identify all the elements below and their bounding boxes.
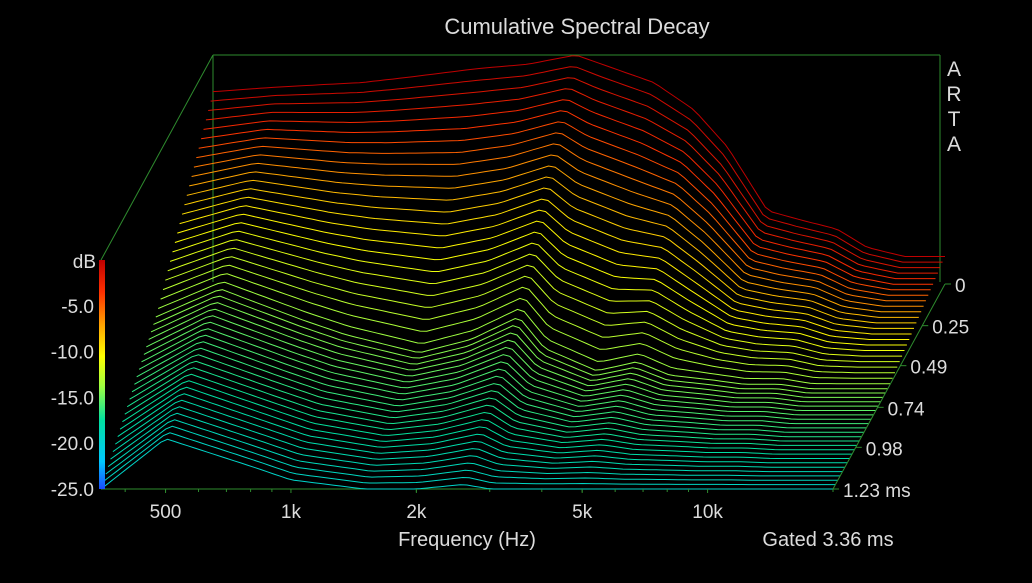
watermark-letter: A	[947, 133, 961, 156]
y-tick-label: -20.0	[51, 434, 94, 455]
decay-slice-line	[103, 432, 836, 486]
z-tick-label: 0.74	[888, 399, 925, 420]
decay-slice-line	[138, 334, 872, 420]
decay-slice-line	[205, 88, 938, 274]
decay-slice-line	[198, 121, 931, 291]
z-tick-label: 0.49	[910, 358, 947, 379]
decay-slice-line	[115, 399, 848, 464]
decay-slice-line	[146, 315, 879, 407]
watermark-letter: A	[947, 58, 961, 81]
y-tick-label: -25.0	[51, 480, 94, 501]
decay-slice-line	[174, 222, 907, 346]
decay-slice-line	[193, 143, 926, 302]
watermark-letter: T	[948, 108, 961, 131]
decay-slice-line	[172, 230, 905, 351]
decay-slice-line	[122, 380, 855, 451]
decay-slice-line	[167, 247, 900, 363]
decay-slice-line	[143, 321, 876, 411]
decay-slice-line	[131, 354, 864, 433]
decay-slice-line	[112, 406, 845, 468]
decay-slice-line	[203, 99, 936, 280]
x-tick-label: 10k	[692, 502, 723, 523]
y-tick-label: -5.0	[61, 297, 94, 318]
frame-right-depth	[832, 283, 946, 490]
decay-slice-line	[124, 373, 857, 446]
y-ticks: -5.0 -10.0 -15.0 -20.0 -25.0	[51, 297, 94, 501]
decay-slice-line	[162, 264, 895, 374]
decay-slice-line	[148, 308, 881, 403]
x-ticks: 500 1k 2k 5k 10k	[124, 489, 834, 523]
x-tick-label: 1k	[281, 502, 302, 523]
z-tick-label: 0	[955, 276, 966, 297]
decay-slice-line	[169, 239, 903, 357]
decay-slice-line	[165, 256, 898, 368]
decay-slice-line	[129, 360, 862, 438]
decay-slice-line	[196, 132, 929, 296]
y-tick-label: -15.0	[51, 388, 94, 409]
decay-slice-line	[150, 302, 883, 398]
decay-slice-line	[160, 273, 893, 379]
decay-slice-line	[153, 295, 886, 394]
waterfall-slices	[100, 55, 945, 490]
decay-slice-line	[126, 367, 860, 442]
z-ticks: 0 0.25 0.49 0.74 0.98 1.23 ms	[832, 276, 969, 502]
gated-note: Gated 3.36 ms	[762, 529, 893, 551]
decay-slice-line	[117, 393, 850, 459]
decay-slice-line	[189, 165, 922, 313]
y-axis-label: dB	[73, 252, 96, 273]
decay-slice-line	[119, 386, 853, 455]
decay-slice-line	[110, 412, 843, 473]
decay-slice-line	[191, 154, 924, 307]
decay-slice-line	[201, 110, 934, 285]
y-tick-label: -10.0	[51, 343, 94, 364]
decay-slice-line	[155, 289, 888, 390]
decay-slice-line	[100, 438, 833, 490]
decay-slice-line	[158, 281, 891, 385]
z-tick-label: 0.25	[932, 318, 969, 339]
x-tick-label: 5k	[572, 502, 593, 523]
decay-slice-line	[186, 176, 919, 318]
db-colorbar	[99, 260, 105, 489]
decay-slice-line	[141, 328, 874, 416]
decay-slice-line	[107, 419, 841, 477]
decay-slice-line	[181, 196, 914, 329]
decay-slice-line	[105, 425, 838, 481]
frame-left-depth	[100, 54, 214, 261]
decay-slice-line	[212, 55, 945, 257]
z-tick-label: 1.23 ms	[843, 481, 911, 502]
x-tick-label: 500	[150, 502, 182, 523]
decay-slice-line	[179, 205, 912, 335]
x-tick-label: 2k	[406, 502, 427, 523]
decay-slice-line	[177, 213, 910, 340]
decay-slice-line	[134, 347, 867, 429]
decay-slice-line	[208, 77, 941, 269]
decay-slice-line	[210, 66, 943, 263]
decay-slice-line	[184, 187, 917, 324]
z-tick-label: 0.98	[866, 439, 903, 460]
decay-slice-line	[136, 341, 869, 425]
x-axis-label: Frequency (Hz)	[398, 529, 536, 551]
chart-title: Cumulative Spectral Decay	[444, 14, 709, 39]
watermark-letter: R	[946, 83, 961, 106]
